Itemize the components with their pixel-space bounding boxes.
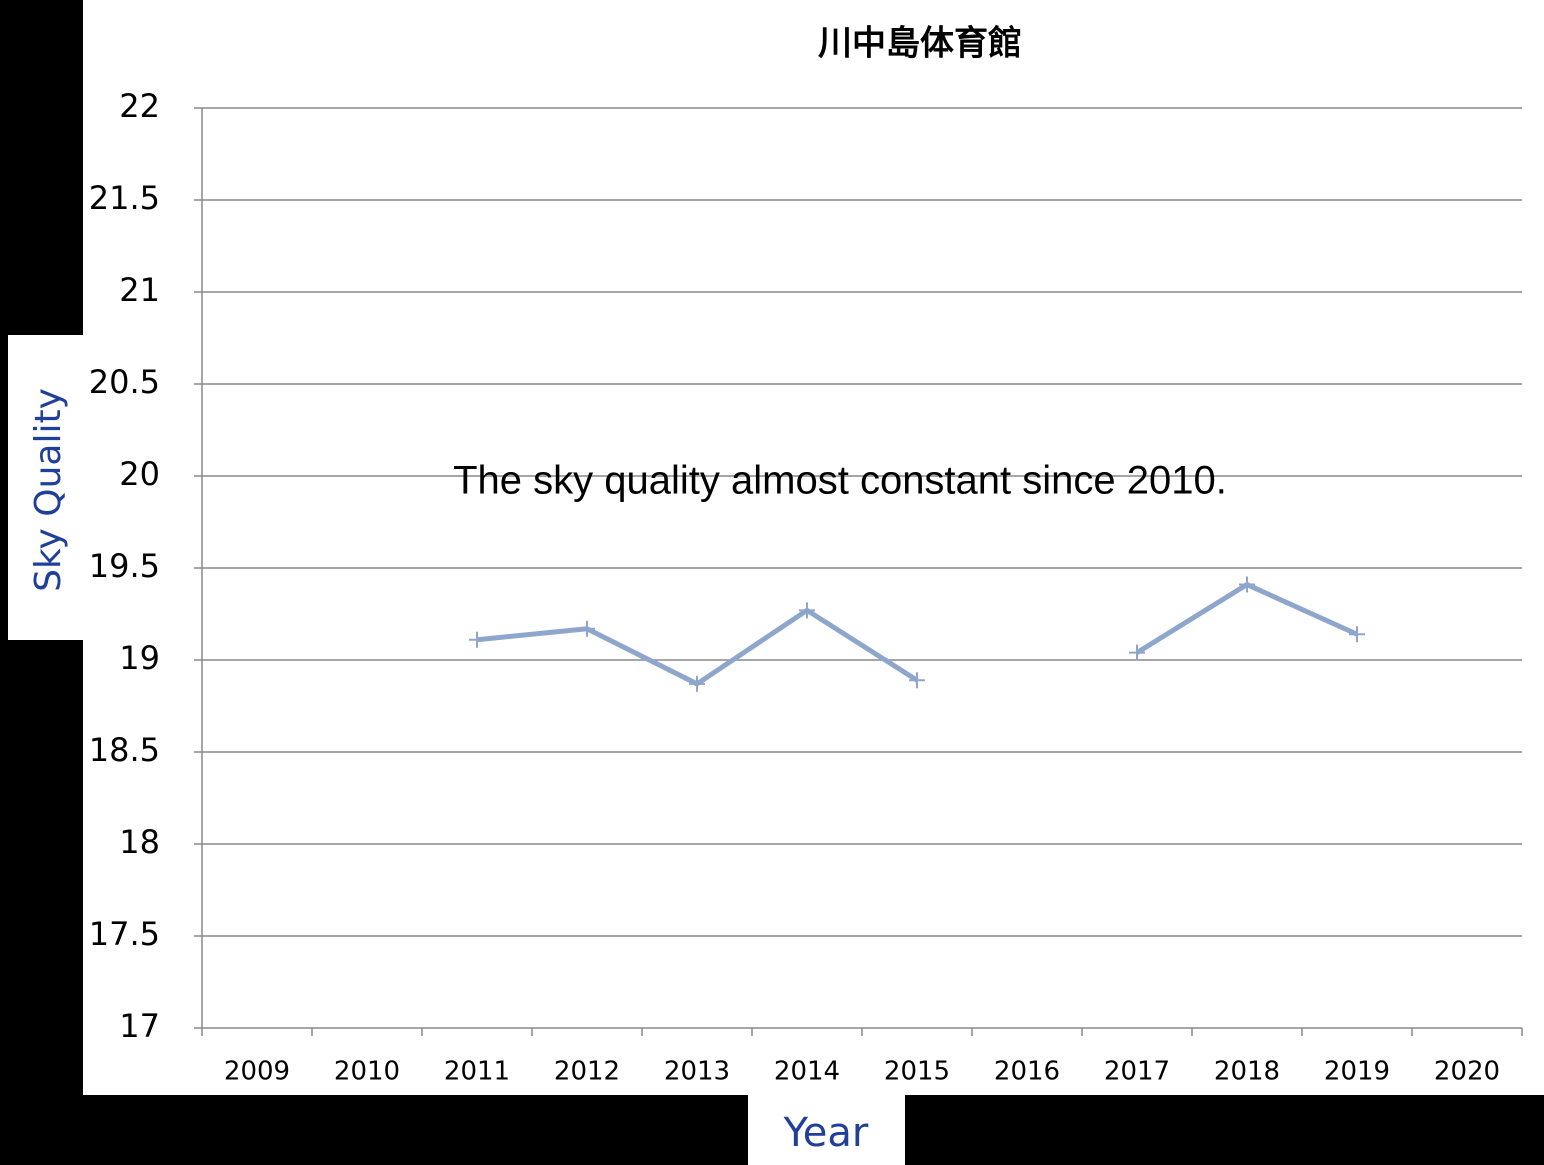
y-tick-label: 17 bbox=[119, 1007, 160, 1045]
y-axis-label: Sky Quality bbox=[28, 388, 69, 592]
x-label-box bbox=[748, 1095, 905, 1165]
x-tick-label: 2020 bbox=[1434, 1057, 1500, 1087]
y-tick-label: 18.5 bbox=[89, 731, 160, 769]
x-tick-label: 2017 bbox=[1104, 1057, 1170, 1087]
y-tick-label: 19 bbox=[119, 639, 160, 677]
marker bbox=[1349, 626, 1365, 643]
marker bbox=[1239, 576, 1255, 593]
chart-title: 川中島体育館 bbox=[818, 24, 1022, 64]
x-tick-label: 2019 bbox=[1324, 1057, 1390, 1087]
marker bbox=[799, 602, 815, 619]
y-tick-label: 21.5 bbox=[89, 179, 160, 217]
marker bbox=[1129, 644, 1145, 661]
x-tick-label: 2014 bbox=[774, 1057, 840, 1087]
x-tick-label: 2012 bbox=[554, 1057, 620, 1087]
y-label-box bbox=[8, 335, 83, 640]
marker bbox=[909, 672, 925, 689]
marker bbox=[469, 631, 485, 648]
y-tick-label: 20.5 bbox=[89, 363, 160, 401]
plot-panel bbox=[83, 0, 1544, 1095]
marker bbox=[689, 675, 705, 692]
x-axis-label: Year bbox=[783, 1110, 869, 1156]
y-tick-label: 18 bbox=[119, 823, 160, 861]
x-tick-label: 2013 bbox=[664, 1057, 730, 1087]
x-tick-label: 2015 bbox=[884, 1057, 950, 1087]
y-tick-label: 22 bbox=[119, 87, 160, 125]
x-tick-label: 2018 bbox=[1214, 1057, 1280, 1087]
x-tick-label: 2011 bbox=[444, 1057, 510, 1087]
marker bbox=[579, 620, 595, 637]
annotation: The sky quality almost constant since 20… bbox=[453, 459, 1227, 503]
y-tick-label: 20 bbox=[119, 455, 160, 493]
x-tick-label: 2016 bbox=[994, 1057, 1060, 1087]
x-tick-label: 2010 bbox=[334, 1057, 400, 1087]
y-tick-label: 21 bbox=[119, 271, 160, 309]
x-tick-label: 2009 bbox=[224, 1057, 290, 1087]
y-tick-label: 17.5 bbox=[89, 915, 160, 953]
y-tick-label: 19.5 bbox=[89, 547, 160, 585]
